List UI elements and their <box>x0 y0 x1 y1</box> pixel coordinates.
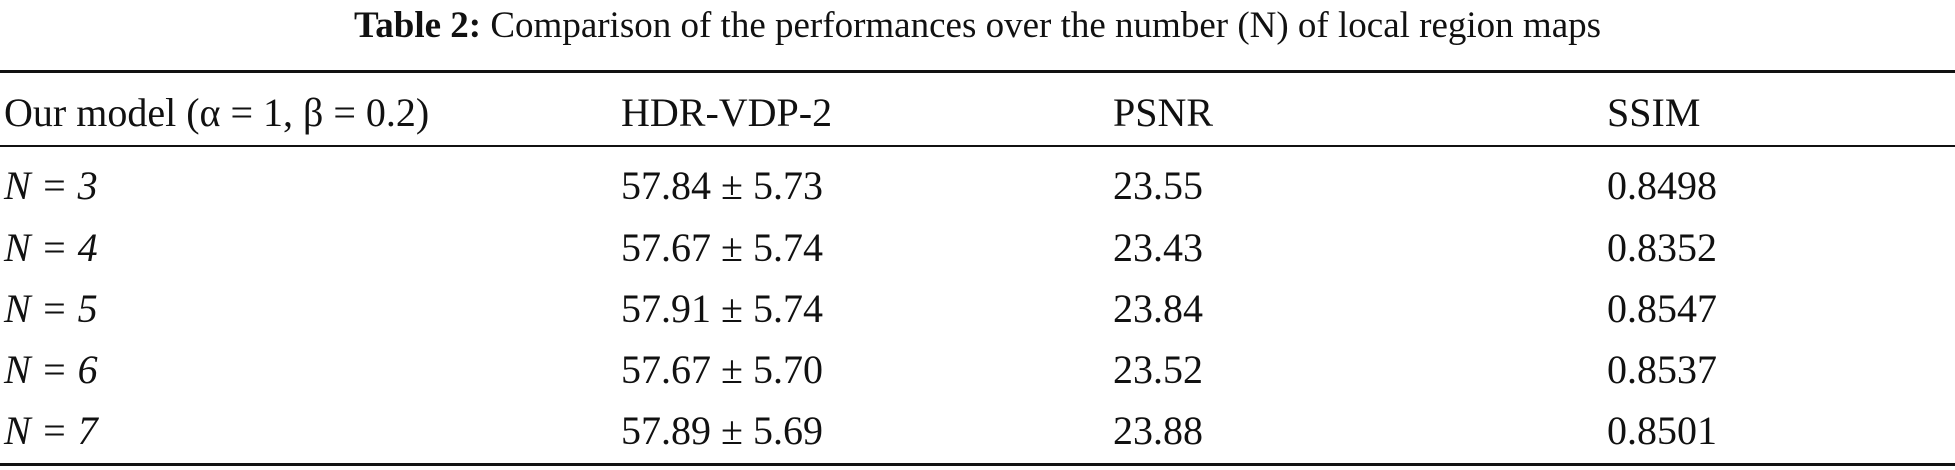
header-rule <box>0 145 1955 147</box>
table-row: N = 7 57.89 ± 5.69 23.88 0.8501 <box>0 401 1955 461</box>
top-rule <box>0 70 1955 73</box>
row-hdr-vdp-2-value: 57.67 ± 5.74 <box>621 225 823 270</box>
header-hdr-vdp-2: HDR-VDP-2 <box>621 90 833 135</box>
row-hdr-vdp-2-value: 57.89 ± 5.69 <box>621 408 823 453</box>
bottom-rule <box>0 463 1955 466</box>
table-row: N = 4 57.67 ± 5.74 23.43 0.8352 <box>0 218 1955 278</box>
header-model: Our model (α = 1, β = 0.2) <box>4 90 430 135</box>
header-psnr: PSNR <box>1113 90 1214 135</box>
table-row: N = 5 57.91 ± 5.74 23.84 0.8547 <box>0 279 1955 339</box>
header-ssim: SSIM <box>1607 90 1701 135</box>
row-ssim-value: 0.8352 <box>1607 225 1717 270</box>
row-n-value: N = 5 <box>4 286 98 331</box>
row-ssim-value: 0.8547 <box>1607 286 1717 331</box>
table-caption: Table 2: Comparison of the performances … <box>0 0 1955 60</box>
row-n-value: N = 6 <box>4 347 98 392</box>
row-psnr-value: 23.43 <box>1113 225 1203 270</box>
row-n-value: N = 7 <box>4 408 98 453</box>
row-hdr-vdp-2-value: 57.67 ± 5.70 <box>621 347 823 392</box>
row-hdr-vdp-2-value: 57.91 ± 5.74 <box>621 286 823 331</box>
row-ssim-value: 0.8537 <box>1607 347 1717 392</box>
row-psnr-value: 23.55 <box>1113 163 1203 208</box>
row-hdr-vdp-2-value: 57.84 ± 5.73 <box>621 163 823 208</box>
row-ssim-value: 0.8501 <box>1607 408 1717 453</box>
row-psnr-value: 23.84 <box>1113 286 1203 331</box>
table-header-row: Our model (α = 1, β = 0.2) HDR-VDP-2 PSN… <box>0 83 1955 143</box>
caption-label: Table 2: <box>353 5 482 46</box>
row-psnr-value: 23.52 <box>1113 347 1203 392</box>
row-psnr-value: 23.88 <box>1113 408 1203 453</box>
row-n-value: N = 4 <box>4 225 98 270</box>
caption-text: Comparison of the performances over the … <box>490 5 1602 46</box>
row-n-value: N = 3 <box>4 163 98 208</box>
row-ssim-value: 0.8498 <box>1607 163 1717 208</box>
table-row: N = 3 57.84 ± 5.73 23.55 0.8498 <box>0 156 1955 216</box>
table-row: N = 6 57.67 ± 5.70 23.52 0.8537 <box>0 340 1955 400</box>
